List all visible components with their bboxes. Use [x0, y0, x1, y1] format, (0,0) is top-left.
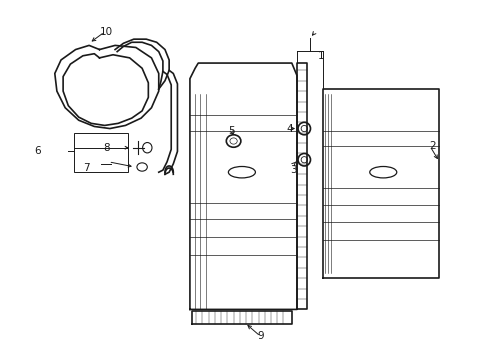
Text: 7: 7	[82, 163, 89, 173]
Text: 1: 1	[317, 51, 324, 61]
Text: 8: 8	[103, 143, 110, 153]
Text: 9: 9	[257, 332, 264, 341]
Text: 3: 3	[290, 165, 297, 175]
Bar	[73, 133, 127, 172]
Text: 10: 10	[100, 27, 113, 37]
Text: 2: 2	[428, 141, 434, 151]
Text: 6: 6	[34, 147, 41, 156]
Text: 4: 4	[286, 123, 292, 134]
Text: 5: 5	[228, 126, 234, 136]
